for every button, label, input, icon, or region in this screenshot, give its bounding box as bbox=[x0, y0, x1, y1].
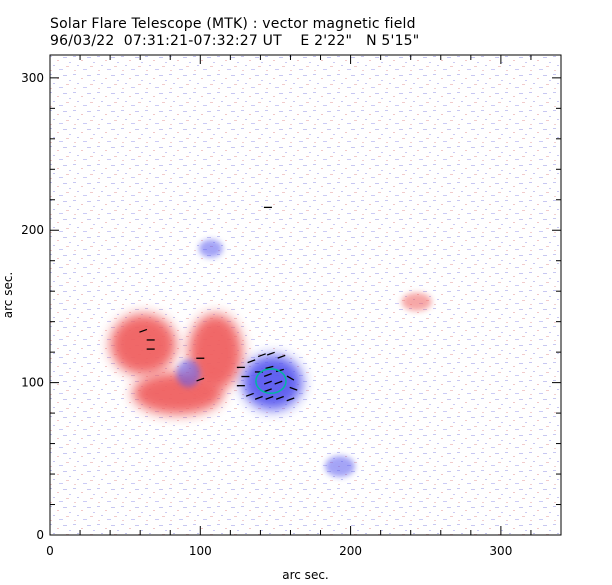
region-negative-patch-south bbox=[325, 455, 356, 478]
region-negative-patch-north bbox=[198, 239, 223, 258]
y-tick-label: 200 bbox=[21, 223, 44, 237]
x-tick-label: 100 bbox=[189, 544, 212, 558]
field-vector bbox=[139, 328, 148, 333]
y-axis-title: arc sec. bbox=[1, 272, 15, 318]
field-vector bbox=[254, 395, 263, 400]
region-positive-lobe-east bbox=[188, 314, 243, 391]
region-positive-lobe-west bbox=[110, 314, 177, 375]
field-vector bbox=[289, 386, 298, 391]
field-vector bbox=[263, 388, 272, 393]
field-vector bbox=[286, 375, 295, 381]
y-tick-label: 100 bbox=[21, 376, 44, 390]
contour-layer bbox=[255, 368, 287, 395]
field-vector bbox=[247, 359, 256, 364]
field-vector bbox=[277, 354, 286, 359]
field-vector bbox=[265, 395, 274, 400]
y-tick-label: 300 bbox=[21, 71, 44, 85]
contour-line bbox=[255, 368, 287, 395]
field-vector bbox=[196, 377, 205, 382]
noise-texture bbox=[50, 55, 561, 535]
x-axis-title: arc sec. bbox=[282, 568, 328, 582]
field-vector bbox=[275, 368, 284, 373]
x-tick-label: 200 bbox=[339, 544, 362, 558]
chart-subtitle: 96/03/22 07:31:21-07:32:27 UT E 2'22" N … bbox=[50, 33, 420, 49]
region-negative-core-small bbox=[176, 359, 201, 388]
chart-title: Solar Flare Telescope (MTK) : vector mag… bbox=[50, 16, 416, 32]
field-vector bbox=[257, 353, 266, 358]
field-vector bbox=[286, 397, 295, 402]
field-vector bbox=[265, 365, 274, 370]
field-vector bbox=[245, 392, 254, 397]
field-vector bbox=[266, 351, 275, 356]
field-vector bbox=[263, 373, 272, 377]
region-negative-spot-main bbox=[242, 355, 303, 411]
field-vectors bbox=[139, 206, 298, 402]
field-vector bbox=[263, 380, 272, 385]
x-axis: 0 100 200 300 bbox=[46, 55, 562, 558]
field-vector bbox=[275, 395, 284, 400]
plot-frame bbox=[49, 54, 562, 536]
magnetic-regions bbox=[110, 239, 432, 478]
x-tick-label: 300 bbox=[489, 544, 512, 558]
x-tick-label: 0 bbox=[46, 544, 54, 558]
field-vector bbox=[274, 380, 283, 385]
y-axis: 0 100 200 300 bbox=[21, 71, 561, 542]
y-tick-label: 0 bbox=[36, 528, 44, 542]
region-positive-patch-east bbox=[401, 292, 432, 311]
